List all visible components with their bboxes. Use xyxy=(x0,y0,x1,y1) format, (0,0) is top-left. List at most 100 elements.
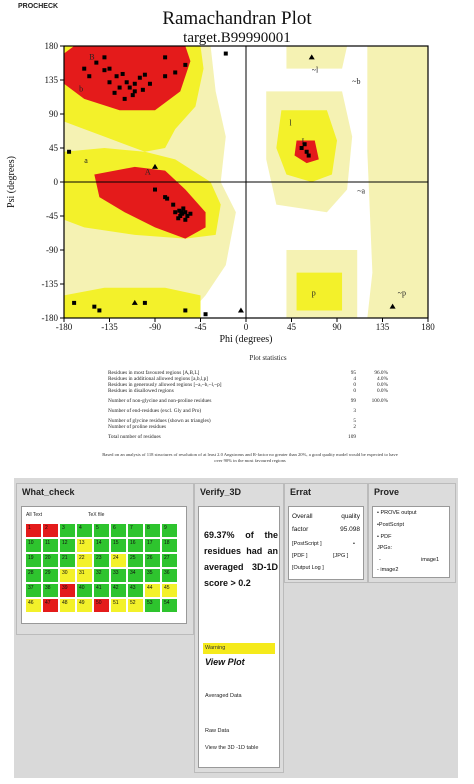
check-cell[interactable]: 49 xyxy=(77,599,92,612)
check-cell[interactable]: 20 xyxy=(43,554,58,567)
averaged-data-link[interactable]: Averaged Data xyxy=(205,693,242,699)
check-cell[interactable]: 15 xyxy=(111,539,126,552)
check-cell[interactable]: 45 xyxy=(162,584,177,597)
region-label: l xyxy=(289,118,292,127)
check-cell[interactable]: 2 xyxy=(43,524,58,537)
check-cell[interactable]: 38 xyxy=(43,584,58,597)
errat-factor-row: factor 95.098 xyxy=(292,523,360,536)
check-cell[interactable]: 1 xyxy=(26,524,41,537)
check-cell[interactable]: 30 xyxy=(60,569,75,582)
check-cell[interactable]: 22 xyxy=(77,554,92,567)
check-cell[interactable]: 17 xyxy=(145,539,160,552)
check-cell[interactable]: 10 xyxy=(26,539,41,552)
stat-count: 99 xyxy=(350,398,356,404)
stat-row: Number of non-glycine and non-proline re… xyxy=(108,398,388,404)
prove-pdf-link[interactable]: • PDF xyxy=(377,534,392,540)
residue-point xyxy=(165,196,170,201)
check-cell[interactable]: 40 xyxy=(77,584,92,597)
check-cell[interactable]: 32 xyxy=(94,569,109,582)
check-cell[interactable]: 42 xyxy=(111,584,126,597)
stat-percent: 0.0% xyxy=(376,388,388,394)
check-cell[interactable]: 33 xyxy=(111,569,126,582)
check-cell[interactable]: 13 xyxy=(77,539,92,552)
view-table-link[interactable]: View the 3D -1D table xyxy=(205,745,259,751)
check-cell[interactable]: 9 xyxy=(162,524,177,537)
region-A xyxy=(94,166,206,239)
check-cell[interactable]: 16 xyxy=(128,539,143,552)
stat-label: Number of non-glycine and non-proline re… xyxy=(108,398,212,404)
check-cell[interactable]: 21 xyxy=(60,554,75,567)
stat-row: Residues in additional allowed regions [… xyxy=(108,376,388,382)
errat-title: Errat xyxy=(290,487,312,497)
residue-point xyxy=(153,187,157,192)
check-cell[interactable]: 44 xyxy=(145,584,160,597)
prove-image1-link[interactable]: image1 xyxy=(421,557,440,563)
check-cell[interactable]: 48 xyxy=(60,599,75,612)
all-text-link[interactable]: All Text xyxy=(26,512,43,518)
check-cell[interactable]: 8 xyxy=(145,524,160,537)
residue-point xyxy=(173,70,178,75)
check-cell[interactable]: 4 xyxy=(77,524,92,537)
errat-jpg-link[interactable]: [JPG ] xyxy=(333,553,349,559)
stat-count: 0 xyxy=(353,382,356,388)
check-cell[interactable]: 27 xyxy=(162,554,177,567)
residue-point xyxy=(163,195,168,200)
stat-percent xyxy=(356,408,388,414)
check-cell[interactable]: 53 xyxy=(145,599,160,612)
check-cell[interactable]: 19 xyxy=(26,554,41,567)
check-cell[interactable]: 25 xyxy=(128,554,143,567)
check-cell[interactable]: 29 xyxy=(43,569,58,582)
prove-output-link[interactable]: • PROVE output xyxy=(377,510,417,516)
raw-data-link[interactable]: Raw Data xyxy=(205,728,230,734)
errat-pdf-link[interactable]: [PDF ] xyxy=(292,553,308,559)
check-cell[interactable]: 14 xyxy=(94,539,109,552)
x-tick-label: -90 xyxy=(149,322,161,332)
check-cell[interactable]: 23 xyxy=(94,554,109,567)
check-cell[interactable]: 52 xyxy=(128,599,143,612)
check-cell[interactable]: 51 xyxy=(111,599,126,612)
view-plot-link[interactable]: View Plot xyxy=(205,657,245,667)
check-cell[interactable]: 3 xyxy=(60,524,75,537)
check-cell[interactable]: 43 xyxy=(128,584,143,597)
stat-count: 3 xyxy=(353,408,356,414)
check-cell[interactable]: 28 xyxy=(26,569,41,582)
check-cell[interactable]: 46 xyxy=(26,599,41,612)
residue-point xyxy=(140,87,145,92)
check-cell[interactable]: 7 xyxy=(128,524,143,537)
residue-point xyxy=(67,149,72,154)
check-cell[interactable]: 39 xyxy=(60,584,75,597)
x-tick-label: -180 xyxy=(56,322,73,332)
check-cell[interactable]: 35 xyxy=(145,569,160,582)
prove-postscript-link[interactable]: •PostScript xyxy=(377,522,404,528)
check-cell[interactable]: 12 xyxy=(60,539,75,552)
glycine-triangle xyxy=(152,163,158,169)
check-cell[interactable]: 36 xyxy=(162,569,177,582)
check-cell[interactable]: 5 xyxy=(94,524,109,537)
errat-content: Overall quality factor 95.098 [PostScrip… xyxy=(288,506,364,580)
check-cell[interactable]: 37 xyxy=(26,584,41,597)
check-cell[interactable]: 24 xyxy=(111,554,126,567)
residue-point xyxy=(142,300,147,305)
check-cell[interactable]: 18 xyxy=(162,539,177,552)
check-cell[interactable]: 11 xyxy=(43,539,58,552)
y-tick-label: 135 xyxy=(45,75,59,85)
stat-percent: 4.0% xyxy=(376,376,388,382)
residue-point xyxy=(107,80,112,85)
check-cell[interactable]: 54 xyxy=(162,599,177,612)
residue-point xyxy=(185,214,190,218)
residue-point xyxy=(132,81,137,86)
prove-panel: Prove • PROVE output •PostScript • PDF J… xyxy=(368,483,456,583)
check-cell[interactable]: 47 xyxy=(43,599,58,612)
check-cell[interactable]: 34 xyxy=(128,569,143,582)
errat-postscript-link[interactable]: [PostScript ] xyxy=(292,541,322,547)
errat-output-log-link[interactable]: [Output Log ] xyxy=(292,565,324,571)
check-cell[interactable]: 26 xyxy=(145,554,160,567)
warning-badge: Warning xyxy=(203,643,275,654)
check-cell[interactable]: 50 xyxy=(94,599,109,612)
check-cell[interactable]: 31 xyxy=(77,569,92,582)
residue-point xyxy=(87,74,92,79)
check-cell[interactable]: 41 xyxy=(94,584,109,597)
check-cell[interactable]: 6 xyxy=(111,524,126,537)
prove-image2-link[interactable]: - image2 xyxy=(377,567,399,573)
tex-file-link[interactable]: TeX file xyxy=(88,512,105,518)
